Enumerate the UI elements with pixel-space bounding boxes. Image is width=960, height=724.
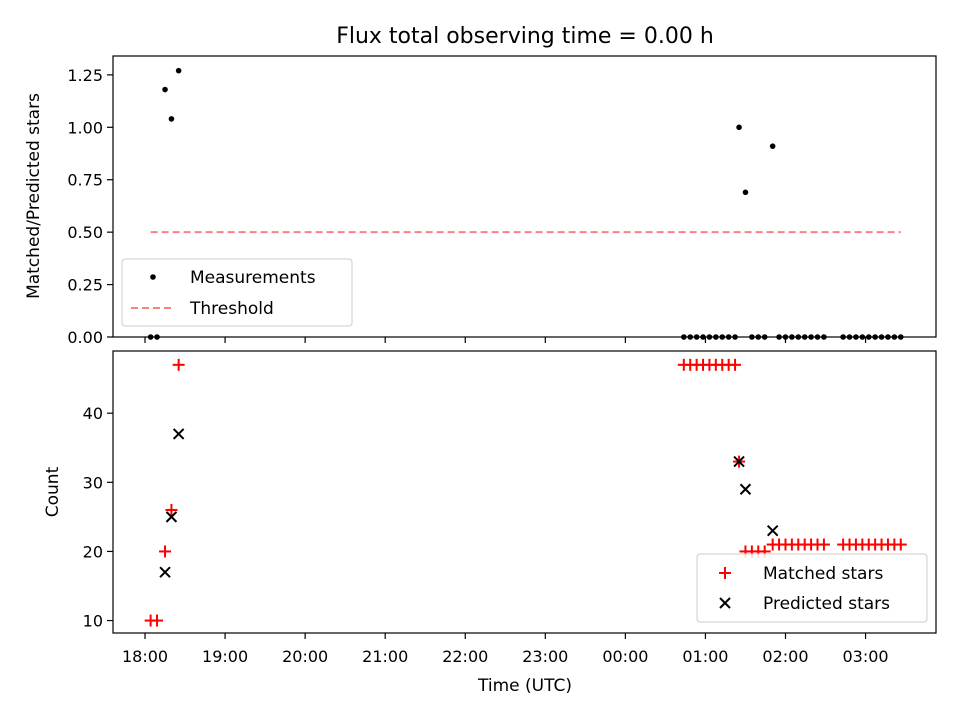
- ratio-y-tick-label: 0.75: [67, 171, 103, 190]
- ratio-legend-box: [121, 258, 353, 327]
- ratio-y-axis-label: Matched/Predicted stars: [24, 93, 44, 299]
- x-tick-label: 03:00: [842, 647, 888, 666]
- count-y-tick-label: 20: [83, 542, 103, 561]
- count-legend: Matched stars Predicted stars: [696, 553, 928, 623]
- predicted-stars-point-b: [159, 566, 171, 578]
- x-tick-label: 20:00: [282, 647, 328, 666]
- matched-stars-point: [729, 358, 742, 371]
- count-axis-ticks: 10 20 30 40: [83, 404, 867, 639]
- matched-stars-point: [172, 358, 185, 371]
- ratio-axes-frame: [112, 55, 937, 338]
- predicted-stars-point-b: [766, 524, 779, 537]
- count-axes-frame: [112, 350, 937, 634]
- ratio-y-tick-label: 0.00: [67, 328, 103, 347]
- count-y-tick-label: 30: [83, 473, 103, 492]
- ratio-y-tick-label: 1.25: [67, 66, 103, 85]
- ratio-legend: Measurements Threshold: [121, 258, 353, 327]
- ratio-y-tick-label: 1.00: [67, 118, 103, 137]
- measurement-point: [736, 124, 742, 131]
- matched-stars-point: [151, 614, 164, 627]
- x-tick-label: 01:00: [682, 647, 728, 666]
- count-legend-box: [696, 553, 928, 623]
- legend-label-matched-stars: Matched stars: [763, 564, 883, 584]
- legend-marker-measurements: [150, 274, 156, 280]
- legend-label-measurements: Measurements: [190, 268, 316, 288]
- matched-stars-point: [817, 538, 830, 551]
- count-panel: Count 10 20 30 40 Matched stars Predicted s…: [43, 350, 937, 639]
- x-tick-label: 22:00: [442, 647, 488, 666]
- ratio-y-tick-label: 0.50: [67, 223, 103, 242]
- predicted-stars-point: [739, 483, 752, 495]
- predicted-stars-point-b: [172, 428, 185, 440]
- legend-label-predicted-stars: Predicted stars: [763, 594, 890, 614]
- ratio-panel: Matched/Predicted stars 0.00 0.25 0.50 0.75…: [24, 55, 937, 347]
- ratio-plot-area: [147, 67, 904, 340]
- x-axis-label: Time (UTC): [477, 676, 572, 696]
- legend-marker-matched-stars: [719, 567, 731, 579]
- count-y-tick-label: 10: [83, 612, 103, 631]
- predicted-stars-point-b: [165, 511, 178, 523]
- ratio-y-tick-label: 0.25: [67, 276, 103, 295]
- count-y-tick-label: 40: [83, 404, 103, 423]
- predicted-stars-point: [159, 566, 171, 578]
- predicted-stars-point-b: [739, 483, 752, 495]
- x-tick-label: 21:00: [362, 647, 408, 666]
- x-tick-label: 00:00: [602, 647, 648, 666]
- count-plot-area: [144, 358, 907, 627]
- legend-label-threshold: Threshold: [189, 299, 274, 319]
- predicted-stars-point: [172, 428, 185, 440]
- count-y-axis-label: Count: [43, 466, 63, 517]
- measurement-point: [742, 189, 749, 196]
- predicted-stars-point: [766, 524, 779, 537]
- time-axis-ticks: 18:00 19:00 20:00 21:00 22:00 23:00 00:00 01:00…: [122, 647, 889, 666]
- matched-stars-point: [165, 503, 178, 516]
- chart-title: Flux total observing time = 0.00 h: [336, 24, 714, 49]
- ratio-axis-ticks: 0.00 0.25 0.50 0.75 1.00 1.25: [67, 66, 867, 347]
- x-tick-label: 18:00: [122, 647, 168, 666]
- matched-stars-point: [159, 545, 172, 558]
- predicted-stars-point: [733, 455, 745, 468]
- measurement-point: [168, 116, 175, 122]
- predicted-stars-point-b: [733, 455, 745, 468]
- x-tick-label: 02:00: [762, 647, 808, 666]
- measurement-point: [162, 86, 168, 93]
- measurement-point: [769, 143, 776, 149]
- measurement-point: [175, 67, 182, 74]
- matched-stars-point: [894, 538, 907, 551]
- x-tick-label: 19:00: [202, 647, 248, 666]
- x-tick-label: 23:00: [522, 647, 568, 666]
- predicted-stars-point: [165, 511, 178, 523]
- legend-marker-predicted-stars: [719, 597, 731, 609]
